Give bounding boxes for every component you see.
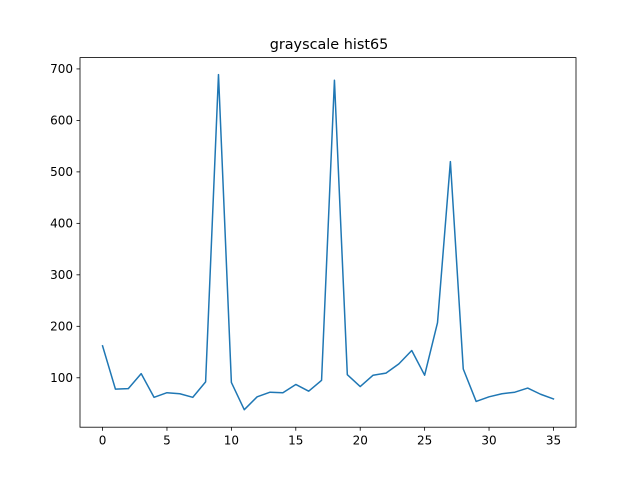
y-tick-label: 700 xyxy=(50,62,73,76)
x-tick-label: 25 xyxy=(417,434,432,448)
series-group xyxy=(101,73,555,411)
y-tick-label: 500 xyxy=(50,165,73,179)
x-tick-label: 10 xyxy=(224,434,239,448)
axis-ticks: 0 5 10 15 20 25 30 35 100 200 300 400 500 600 700 xyxy=(50,62,561,447)
plot-frame xyxy=(79,57,577,428)
x-tick-label: 5 xyxy=(163,434,171,448)
series-line xyxy=(101,73,555,411)
y-tick-label: 100 xyxy=(50,371,73,385)
chart-title: grayscale hist65 xyxy=(270,37,389,53)
x-tick-label: 30 xyxy=(481,434,496,448)
x-tick-label: 0 xyxy=(99,434,107,448)
y-tick-label: 300 xyxy=(50,268,73,282)
y-tick-label: 200 xyxy=(50,320,73,334)
y-tick-label: 400 xyxy=(50,217,73,231)
x-tick-label: 35 xyxy=(546,434,561,448)
y-tick-label: 600 xyxy=(50,114,73,128)
x-tick-label: 20 xyxy=(353,434,368,448)
x-tick-label: 15 xyxy=(288,434,303,448)
